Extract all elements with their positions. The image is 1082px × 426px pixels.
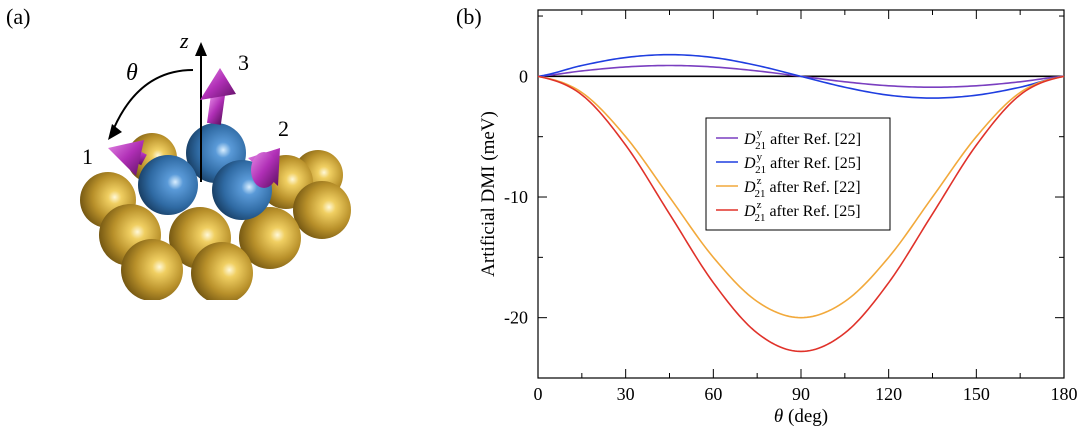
substrate-atom	[191, 242, 253, 300]
atom-label-1: 1	[82, 144, 93, 169]
magnetic-atom-1	[138, 155, 198, 215]
atom-label-2: 2	[278, 116, 289, 141]
z-axis-label: z	[179, 30, 189, 53]
z-axis-arrowhead	[195, 42, 207, 56]
x-tick-label: 90	[792, 384, 810, 404]
theta-label: θ	[126, 60, 138, 86]
legend-label: Dy 21 after Ref. [25]	[743, 151, 861, 176]
y-tick-label: -10	[504, 187, 528, 207]
y-tick-label: -20	[504, 308, 528, 328]
x-axis-label: θ (deg)	[774, 406, 828, 426]
moment-arrow-2	[248, 148, 280, 188]
series-line-2	[537, 53, 1065, 99]
panel-label-a: (a)	[6, 4, 31, 29]
substrate-atom	[293, 181, 351, 239]
axis-ticks: 0 30 60 90 120 150 180 0 -10 -20	[504, 10, 1078, 404]
moment-arrow-3	[200, 68, 236, 125]
legend-box	[705, 117, 891, 231]
theta-arc	[113, 69, 194, 129]
series-line-3	[537, 75, 1065, 319]
x-tick-label: 120	[875, 384, 902, 404]
legend-label: Dz 21 after Ref. [25]	[743, 199, 861, 224]
theta-arc-arrowhead	[108, 124, 122, 140]
moment-arrow-1	[108, 140, 147, 176]
x-tick-label: 60	[704, 384, 722, 404]
atomic-structure-illustration: z θ 3 1 2	[80, 30, 351, 300]
series-lines	[537, 53, 1065, 353]
substrate-atom	[121, 239, 183, 300]
series-line-4	[537, 75, 1065, 353]
x-tick-label: 0	[534, 384, 543, 404]
substrate-atom	[239, 207, 301, 269]
y-tick-label: 0	[519, 66, 528, 86]
x-tick-label: 180	[1051, 384, 1078, 404]
legend-label: Dy 21 after Ref. [22]	[743, 127, 861, 152]
legend-label: Dz 21 after Ref. [22]	[743, 175, 861, 200]
y-axis-label: Artificial DMI (meV)	[478, 111, 499, 277]
x-tick-label: 30	[617, 384, 635, 404]
dmi-chart: 0 30 60 90 120 150 180 0 -10 -20 Artificial DMI (…	[478, 9, 1078, 426]
legend: Dy 21 after Ref. [22]Dy 21 after Ref. [25]…	[705, 117, 891, 231]
panel-label-b: (b)	[456, 4, 482, 29]
x-tick-label: 150	[963, 384, 990, 404]
atom-label-3: 3	[238, 50, 249, 75]
